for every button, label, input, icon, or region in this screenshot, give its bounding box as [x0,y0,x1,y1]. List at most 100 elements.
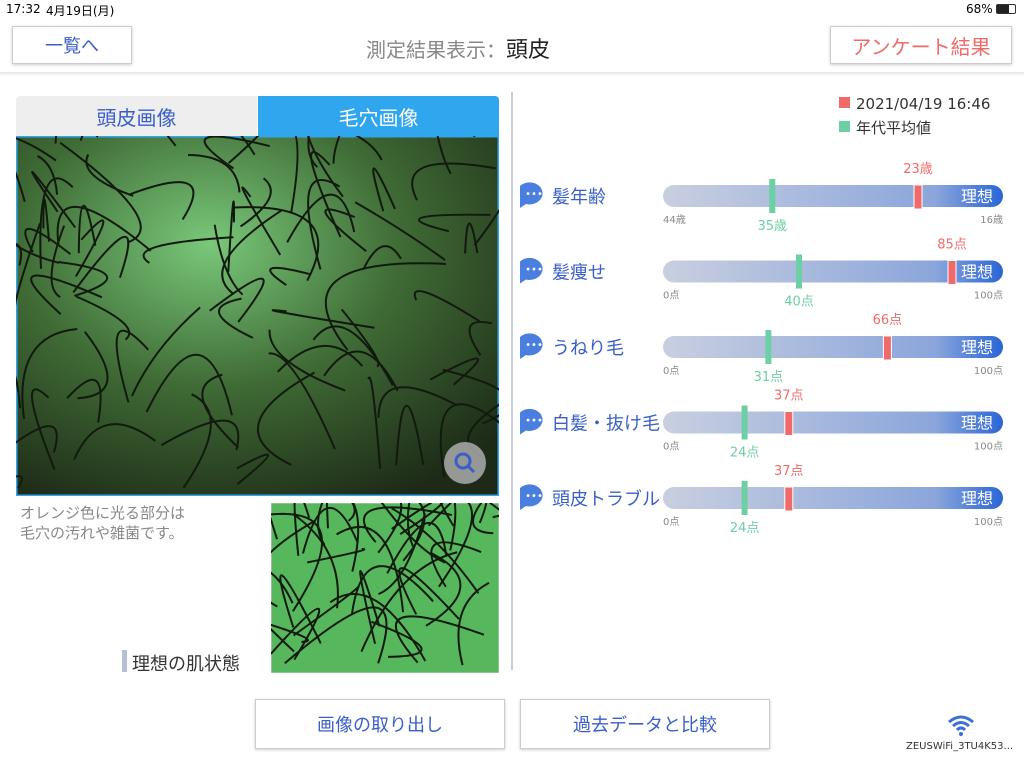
ideal-image [271,503,499,673]
back-button[interactable]: 一覧へ [12,26,132,64]
value-label: 37点 [774,464,804,479]
legend-measurement: 2021/04/19 16:46 [856,95,990,113]
average-label: 40点 [784,295,814,310]
hair [360,551,458,653]
hair [128,181,195,220]
comment-icon [520,484,543,510]
gauge-bar [663,487,1003,509]
image-tab[interactable]: 頭皮画像 [16,96,257,136]
hair [16,137,57,162]
status-time: 17:32 [6,2,41,16]
range-min: 0点 [663,290,679,302]
gauge-bar [663,185,1003,207]
hair [66,378,102,423]
hair [355,136,383,161]
hair [290,136,299,214]
hair [182,393,212,489]
hair [271,309,375,329]
metric-name: うねり毛 [552,338,624,359]
hair [307,136,319,168]
range-max: 100点 [974,365,1003,377]
gauge-bar [663,411,1003,434]
hair [439,403,499,478]
gauge-bar [663,260,1003,283]
hair [411,162,497,201]
status-date: 4月19日(月) [46,4,115,18]
hair [472,503,494,535]
average-marker [796,254,802,289]
image-tab[interactable]: 毛穴画像 [258,96,499,136]
hair [271,628,295,653]
hair [438,503,473,588]
hair [16,171,26,203]
comment-icon [520,182,543,208]
range-max: 100点 [974,441,1003,453]
hair [73,423,156,461]
hair [160,419,240,451]
hair [372,167,396,212]
hair [227,200,236,272]
hair [377,503,403,554]
label-bar [122,650,127,672]
hair [307,548,366,564]
ideal-label: 理想 [961,263,993,282]
range-min: 0点 [663,516,679,528]
comment-dots: ••• [525,491,543,502]
average-marker [769,179,776,213]
hair [398,567,460,620]
hair [359,570,381,645]
legend-swatch [839,97,850,108]
value-label: 37点 [774,389,804,404]
hair [473,208,499,246]
comment-icon [520,257,543,284]
hair [430,541,482,588]
compare-button[interactable]: 過去データと比較 [520,699,770,749]
hair [429,357,480,386]
comment-dots: ••• [525,189,543,200]
hair [340,308,380,368]
hair [145,353,233,416]
hair [240,136,256,156]
hair [402,503,426,562]
title-subject: 頭皮 [506,38,551,63]
hair [56,205,152,252]
hair [209,277,265,323]
ideal-label: 理想 [961,187,993,206]
survey-button[interactable]: アンケート結果 [830,26,1012,64]
hair [31,170,77,229]
comment-dots: ••• [525,265,543,276]
range-min: 0点 [663,365,679,377]
battery-icon [996,4,1016,14]
hair [391,503,488,530]
average-label: 24点 [730,446,760,461]
hair [21,328,78,420]
hair [271,519,316,608]
hair [236,453,269,485]
hair [292,513,339,609]
hair [377,386,456,418]
hair [36,155,59,195]
hair [449,503,457,551]
hair [269,266,311,286]
hair [325,503,329,529]
metric-name: 髪年齢 [552,186,606,208]
value-label: 23歳 [903,162,933,177]
hair [413,290,480,323]
export-button[interactable]: 画像の取り出し [255,699,505,749]
hair [227,136,260,164]
battery: 68% [966,2,993,16]
hair [16,375,22,409]
network-name: ZEUSWiFi_3TU4K53... [906,741,1014,752]
range-max: 100点 [974,290,1003,302]
hair [203,136,270,170]
hair [271,571,294,604]
hair [188,153,241,193]
hair [323,350,399,392]
legend-average: 年代平均値 [856,119,931,137]
hair [16,243,23,266]
hair [293,585,360,637]
gauge-bar [663,336,1003,358]
hair [363,506,453,543]
